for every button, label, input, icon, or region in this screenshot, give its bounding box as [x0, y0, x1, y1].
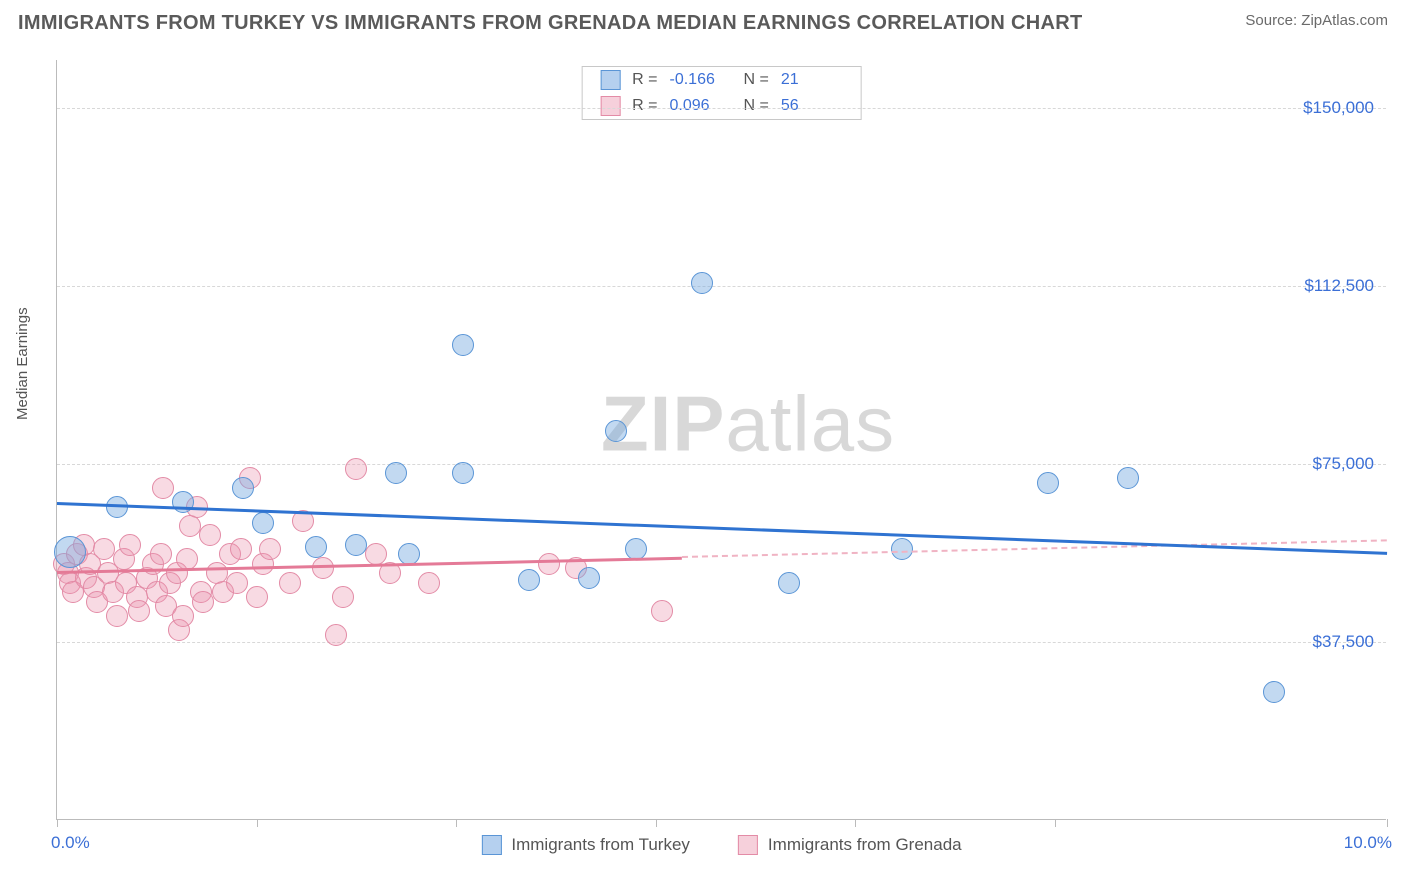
scatter-point — [252, 512, 274, 534]
scatter-point — [891, 538, 913, 560]
watermark: ZIPatlas — [601, 379, 895, 470]
legend-item-grenada: Immigrants from Grenada — [738, 835, 962, 855]
scatter-point — [691, 272, 713, 294]
y-tick-label: $75,000 — [1313, 454, 1374, 474]
gridline — [57, 464, 1386, 465]
grenada-r-value: 0.096 — [670, 97, 732, 115]
scatter-point — [365, 543, 387, 565]
scatter-point — [93, 538, 115, 560]
x-tick — [855, 819, 856, 827]
scatter-point — [226, 572, 248, 594]
x-tick — [257, 819, 258, 827]
scatter-point — [518, 569, 540, 591]
scatter-point — [345, 458, 367, 480]
x-tick — [456, 819, 457, 827]
stats-row-turkey: R = -0.166 N = 21 — [582, 67, 861, 93]
scatter-point — [152, 477, 174, 499]
scatter-point — [279, 572, 301, 594]
source-name: ZipAtlas.com — [1301, 12, 1388, 29]
plot-area: ZIPatlas R = -0.166 N = 21 R = 0.096 N =… — [56, 60, 1386, 820]
y-tick-label: $112,500 — [1304, 276, 1374, 296]
scatter-point — [176, 548, 198, 570]
scatter-point — [578, 567, 600, 589]
swatch-grenada — [600, 96, 620, 116]
scatter-point — [54, 536, 86, 568]
scatter-point — [305, 536, 327, 558]
stats-legend-box: R = -0.166 N = 21 R = 0.096 N = 56 — [581, 66, 862, 120]
source-prefix: Source: — [1245, 12, 1301, 29]
swatch-grenada — [738, 835, 758, 855]
x-min-label: 0.0% — [51, 833, 90, 853]
scatter-point — [1263, 681, 1285, 703]
scatter-point — [385, 462, 407, 484]
scatter-point — [179, 515, 201, 537]
scatter-point — [232, 477, 254, 499]
scatter-point — [778, 572, 800, 594]
scatter-point — [452, 334, 474, 356]
scatter-point — [1037, 472, 1059, 494]
watermark-rest: atlas — [725, 380, 895, 468]
chart-title: IMMIGRANTS FROM TURKEY VS IMMIGRANTS FRO… — [18, 12, 1083, 35]
series-legend: Immigrants from Turkey Immigrants from G… — [481, 835, 961, 855]
scatter-point — [605, 420, 627, 442]
scatter-point — [106, 605, 128, 627]
scatter-point — [345, 534, 367, 556]
x-tick — [656, 819, 657, 827]
gridline — [57, 108, 1386, 109]
gridline — [57, 642, 1386, 643]
scatter-point — [312, 557, 334, 579]
scatter-point — [418, 572, 440, 594]
x-tick — [57, 819, 58, 827]
gridline — [57, 286, 1386, 287]
stats-row-grenada: R = 0.096 N = 56 — [582, 93, 861, 119]
x-tick — [1055, 819, 1056, 827]
scatter-point — [172, 605, 194, 627]
scatter-point — [119, 534, 141, 556]
scatter-point — [230, 538, 252, 560]
swatch-turkey — [481, 835, 501, 855]
scatter-point — [192, 591, 214, 613]
scatter-point — [325, 624, 347, 646]
y-tick-label: $150,000 — [1303, 98, 1374, 118]
n-label: N = — [744, 71, 769, 89]
scatter-point — [332, 586, 354, 608]
scatter-point — [1117, 467, 1139, 489]
turkey-r-value: -0.166 — [670, 71, 732, 89]
n-label: N = — [744, 97, 769, 115]
x-tick — [1387, 819, 1388, 827]
legend-item-turkey: Immigrants from Turkey — [481, 835, 690, 855]
scatter-point — [246, 586, 268, 608]
legend-label-turkey: Immigrants from Turkey — [511, 835, 690, 855]
swatch-turkey — [600, 70, 620, 90]
x-max-label: 10.0% — [1344, 833, 1392, 853]
scatter-point — [538, 553, 560, 575]
scatter-point — [199, 524, 221, 546]
scatter-point — [452, 462, 474, 484]
source-attribution: Source: ZipAtlas.com — [1245, 12, 1388, 29]
grenada-n-value: 56 — [781, 97, 843, 115]
legend-label-grenada: Immigrants from Grenada — [768, 835, 962, 855]
r-label: R = — [632, 71, 657, 89]
scatter-point — [150, 543, 172, 565]
scatter-point — [259, 538, 281, 560]
scatter-point — [128, 600, 150, 622]
y-tick-label: $37,500 — [1313, 632, 1374, 652]
scatter-point — [651, 600, 673, 622]
y-axis-label: Median Earnings — [14, 307, 31, 420]
scatter-point — [398, 543, 420, 565]
r-label: R = — [632, 97, 657, 115]
turkey-n-value: 21 — [781, 71, 843, 89]
